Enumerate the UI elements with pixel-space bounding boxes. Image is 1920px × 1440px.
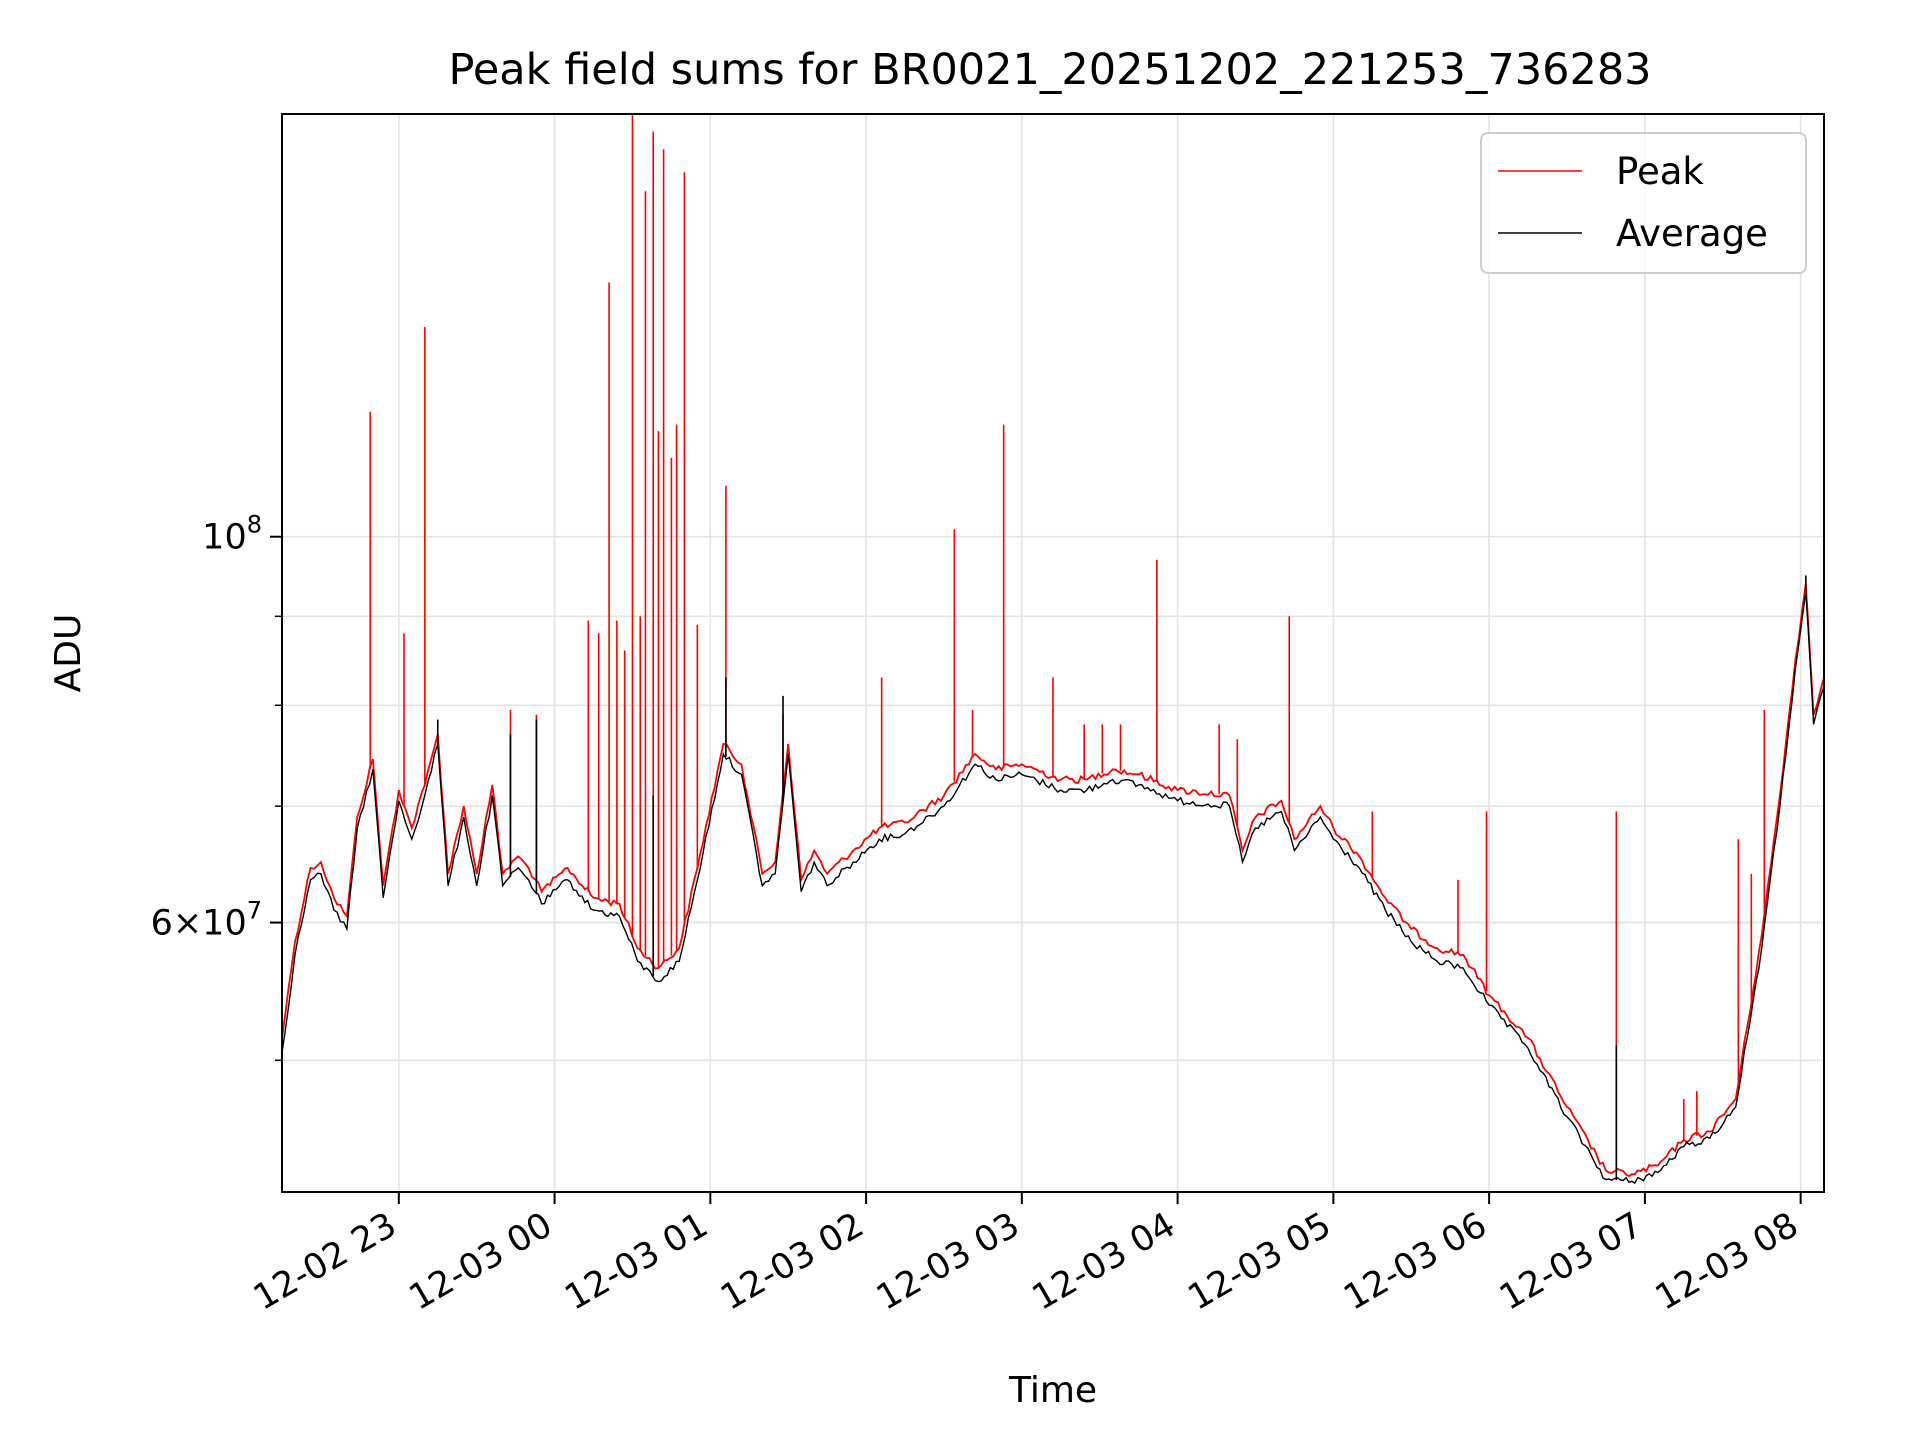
- x-tick-label: 12-03 02: [714, 1205, 870, 1318]
- y-tick-label: 108: [202, 511, 262, 558]
- series-line: [282, 591, 1824, 1185]
- x-tick-label: 12-03 04: [1026, 1205, 1182, 1318]
- y-axis: 108 6×107: [151, 511, 282, 1062]
- legend-label-average: Average: [1616, 212, 1768, 255]
- x-tick-label: 12-03 03: [870, 1205, 1026, 1318]
- legend-box: [1480, 132, 1807, 274]
- y-axis-label: ADU: [48, 614, 89, 693]
- x-tick-label: 12-03 05: [1182, 1205, 1338, 1318]
- y-tick-label: 6×107: [151, 897, 262, 944]
- x-tick-label: 12-03 07: [1493, 1205, 1649, 1318]
- legend: Peak Average: [1480, 132, 1807, 274]
- x-tick-label: 12-03 08: [1649, 1205, 1805, 1318]
- legend-label-peak: Peak: [1616, 150, 1704, 193]
- x-axis: 12-02 23 12-03 00 12-03 01 12-03 02 12-03 03…: [247, 1192, 1805, 1318]
- series-group: [282, 114, 1824, 1185]
- series-average: [282, 575, 1824, 1185]
- plot-area: [282, 114, 1824, 1185]
- x-tick-label: 12-03 06: [1337, 1205, 1493, 1318]
- x-axis-label: Time: [1008, 1370, 1097, 1411]
- series-line: [282, 583, 1824, 1178]
- grid: [282, 114, 1824, 1192]
- x-tick-label: 12-03 01: [559, 1205, 715, 1318]
- chart-title: Peak field sums for BR0021_20251202_2212…: [448, 45, 1651, 95]
- x-tick-label: 12-03 00: [403, 1205, 559, 1318]
- plot-frame: [281, 113, 1825, 1193]
- x-tick-label: 12-02 23: [247, 1205, 403, 1318]
